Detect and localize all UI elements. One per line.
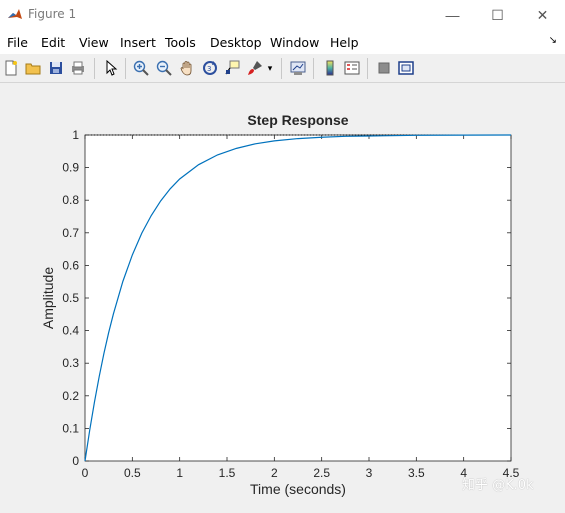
y-axis-label: Amplitude <box>40 267 56 329</box>
y-tick-label: 0.2 <box>62 389 79 403</box>
brush-icon[interactable] <box>246 59 264 77</box>
y-tick-label: 0.9 <box>62 161 79 175</box>
y-tick-label: 0.3 <box>62 356 79 370</box>
toolbar-separator <box>125 58 126 79</box>
x-tick-label: 3.5 <box>408 466 425 480</box>
toolbar-separator <box>367 58 368 79</box>
window-titlebar: Figure 1 — ☐ ✕ <box>0 0 565 30</box>
x-tick-label: 3 <box>366 466 373 480</box>
hide-plot-tools-icon[interactable] <box>375 59 393 77</box>
insert-legend-icon[interactable] <box>343 59 361 77</box>
close-icon: ✕ <box>536 6 549 23</box>
save-icon[interactable] <box>47 59 65 77</box>
x-tick-label: 0 <box>82 466 89 480</box>
y-tick-label: 0.1 <box>62 421 79 435</box>
step-response-line[interactable] <box>84 134 512 462</box>
y-tick-label: 0.8 <box>62 193 79 207</box>
figure-toolbar: 3 ▾ <box>0 55 565 83</box>
dock-figure-icon[interactable]: ↘ <box>548 35 557 46</box>
menu-insert[interactable]: Insert <box>120 35 156 50</box>
toolbar-separator <box>313 58 314 79</box>
axes-box <box>84 134 512 462</box>
x-tick-label: 2 <box>271 466 278 480</box>
zoom-out-icon[interactable] <box>155 59 173 77</box>
link-plot-icon[interactable] <box>289 59 307 77</box>
watermark-text: 知乎 @K.0k <box>462 478 534 493</box>
insert-colorbar-icon[interactable] <box>321 59 339 77</box>
maximize-icon: ☐ <box>491 6 504 23</box>
minimize-button[interactable]: — <box>430 0 475 30</box>
y-tick-label: 1 <box>72 128 79 142</box>
x-tick-label: 4 <box>460 466 467 480</box>
svg-text:3: 3 <box>207 65 211 73</box>
rotate-3d-icon[interactable]: 3 <box>201 59 219 77</box>
close-button[interactable]: ✕ <box>520 0 565 30</box>
y-tick-label: 0.5 <box>62 291 79 305</box>
menu-tools[interactable]: Tools <box>165 35 196 50</box>
edit-plot-arrow-icon[interactable] <box>102 59 120 77</box>
x-tick-label: 1 <box>176 466 183 480</box>
chart-title: Step Response <box>247 112 348 128</box>
minimize-icon: — <box>445 7 460 23</box>
toolbar-separator <box>281 58 282 79</box>
x-tick-label: 1.5 <box>219 466 236 480</box>
x-tick-label: 4.5 <box>503 466 520 480</box>
menu-bar: File Edit View Insert Tools Desktop Wind… <box>0 30 565 54</box>
x-tick-label: 0.5 <box>124 466 141 480</box>
pan-hand-icon[interactable] <box>178 59 196 77</box>
chevron-down-icon: ▾ <box>267 62 273 73</box>
step-response-plot[interactable]: 0 0.1 0.2 0.3 0.4 0.5 0.6 0.7 0.8 0.9 1 0 0.5 1 1.5 2 2.… <box>0 83 565 508</box>
y-tick-label: 0.4 <box>62 324 79 338</box>
open-file-icon[interactable] <box>24 59 42 77</box>
print-icon[interactable] <box>69 59 87 77</box>
brush-dropdown-icon[interactable]: ▾ <box>265 59 275 77</box>
x-axis-label: Time (seconds) <box>250 481 346 497</box>
zoom-in-icon[interactable] <box>132 59 150 77</box>
show-plot-tools-icon[interactable] <box>397 59 415 77</box>
menu-help[interactable]: Help <box>330 35 359 50</box>
menu-desktop[interactable]: Desktop <box>210 35 262 50</box>
new-figure-icon[interactable] <box>2 59 20 77</box>
matlab-logo-icon <box>7 7 23 23</box>
toolbar-separator <box>94 58 95 79</box>
maximize-button[interactable]: ☐ <box>475 0 520 30</box>
menu-view[interactable]: View <box>79 35 109 50</box>
y-tick-label: 0.6 <box>62 258 79 272</box>
y-tick-label: 0.7 <box>62 226 79 240</box>
menu-file[interactable]: File <box>7 35 28 50</box>
menu-window[interactable]: Window <box>270 35 320 50</box>
data-cursor-icon[interactable] <box>223 59 241 77</box>
window-title: Figure 1 <box>28 7 77 21</box>
y-tick-label: 0 <box>72 454 79 468</box>
menu-edit[interactable]: Edit <box>41 35 66 50</box>
figure-canvas: 0 0.1 0.2 0.3 0.4 0.5 0.6 0.7 0.8 0.9 1 0 0.5 1 1.5 2 2.… <box>0 83 565 508</box>
x-tick-label: 2.5 <box>313 466 330 480</box>
